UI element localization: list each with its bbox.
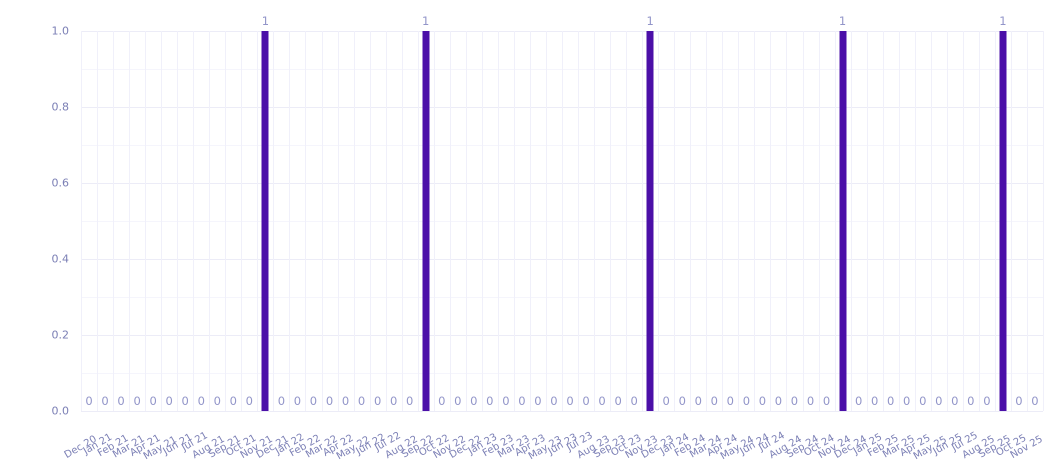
bar-value-label: 0 [213, 394, 221, 408]
bar-value-label: 0 [229, 394, 237, 408]
bar-value-label: 0 [678, 394, 686, 408]
bar-value-label: 0 [534, 394, 542, 408]
bar-value-label: 0 [438, 394, 446, 408]
y-axis-tick-label: 0.8 [51, 100, 70, 114]
bar-value-label: 0 [85, 394, 93, 408]
bar-value-label: 0 [566, 394, 574, 408]
bar-value-label: 0 [133, 394, 141, 408]
bar-value-label: 0 [454, 394, 462, 408]
bar-value-label: 0 [406, 394, 414, 408]
bar-value-label: 0 [758, 394, 767, 408]
bar-value-label: 0 [486, 394, 494, 408]
bar-value-label: 0 [197, 394, 205, 408]
bar[interactable] [422, 31, 430, 411]
bar-value-label: 0 [710, 394, 718, 408]
bar-value-label: 0 [951, 394, 959, 408]
bar-value-label: 0 [325, 394, 334, 408]
bar-value-label: 0 [373, 394, 382, 408]
bar-value-label: 0 [293, 394, 302, 408]
bar-value-label: 0 [341, 394, 350, 408]
bar-value-label: 0 [790, 394, 799, 408]
bar-value-label: 0 [598, 394, 606, 408]
bar-value-label: 0 [518, 394, 526, 408]
y-axis-tick-label: 1.0 [51, 24, 70, 38]
bar[interactable] [646, 31, 654, 411]
x-axis: Dec 20 Jan 21 Feb 21 Mar 21 Apr 21 May 21 Jun … [63, 411, 1045, 465]
bar-value-label: 1 [838, 14, 847, 28]
bar-value-label: 0 [309, 394, 318, 408]
bar[interactable] [999, 31, 1007, 411]
bar-value-label: 0 [149, 394, 157, 408]
bar-value-label: 0 [550, 394, 558, 408]
bar-value-label: 0 [389, 394, 398, 408]
y-axis: 0.0 0.2 0.4 0.6 0.8 1.0 [0, 26, 81, 417]
bar-value-label: 0 [870, 394, 879, 408]
bar-value-label: 0 [245, 394, 254, 408]
bar-value-label: 0 [357, 394, 366, 408]
y-axis-tick-label: 0.6 [51, 176, 70, 190]
bar-value-label: 0 [165, 394, 173, 408]
bar-value-label: 0 [614, 394, 622, 408]
bar-value-label: 0 [101, 394, 109, 408]
bar-value-label: 0 [742, 394, 751, 408]
y-axis-tick-label: 0.0 [51, 404, 70, 418]
bar-value-label: 0 [117, 394, 125, 408]
bar-value-label: 0 [887, 394, 895, 408]
bar-value-label: 0 [502, 394, 510, 408]
bar-value-label: 0 [726, 394, 735, 408]
bar-value-label: 0 [582, 394, 590, 408]
bar-value-label: 0 [277, 394, 286, 408]
bar[interactable] [261, 31, 269, 411]
bar[interactable] [839, 31, 847, 411]
bar-value-label: 0 [903, 394, 911, 408]
bar-value-label: 1 [999, 14, 1007, 28]
bar-value-label: 1 [646, 14, 654, 28]
y-axis-tick-label: 0.4 [51, 252, 70, 266]
bar-value-label: 0 [967, 394, 975, 408]
bar-value-label: 0 [662, 394, 670, 408]
bar-value-label: 0 [935, 394, 943, 408]
bar-value-label: 1 [261, 14, 270, 28]
bar-value-label: 0 [919, 394, 927, 408]
bar-value-label: 0 [854, 394, 863, 408]
bar-value-label: 0 [822, 394, 831, 408]
bar-value-label: 0 [774, 394, 783, 408]
bar-value-label: 0 [1031, 394, 1039, 408]
bar-value-label: 0 [181, 394, 189, 408]
bar-value-label: 0 [694, 394, 702, 408]
bars-layer [81, 31, 1043, 411]
bar-value-label: 0 [1015, 394, 1023, 408]
bar-value-label: 0 [983, 394, 991, 408]
y-axis-tick-label: 0.2 [51, 328, 70, 342]
bar-value-label: 0 [470, 394, 478, 408]
vertical-gridline [1043, 31, 1044, 411]
bar-value-label: 0 [806, 394, 815, 408]
bar-value-label: 1 [422, 14, 430, 28]
bar-value-label: 0 [630, 394, 638, 408]
